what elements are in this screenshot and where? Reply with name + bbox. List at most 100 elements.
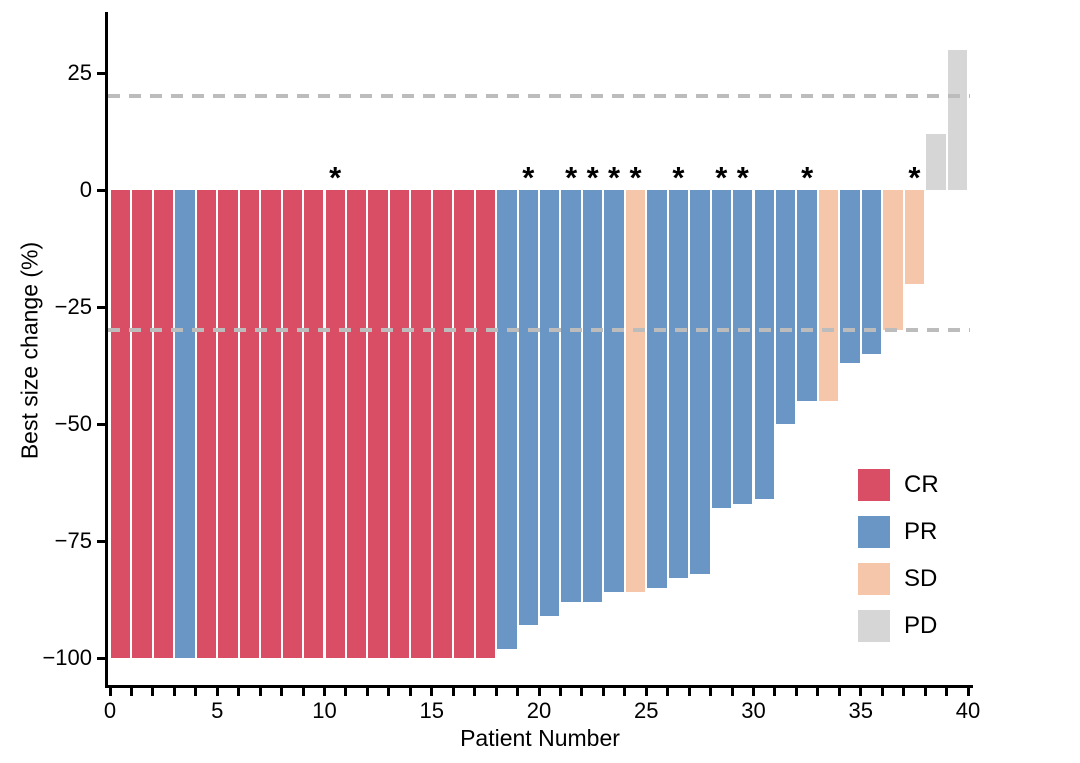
x-tick-label-25: 25 (634, 698, 659, 723)
y-tick-label-0: 0 (79, 177, 92, 202)
x-tick-2 (151, 688, 155, 696)
bar-patient-32 (775, 190, 796, 424)
bar-patient-5 (196, 190, 217, 658)
x-tick-40 (966, 688, 970, 696)
bar-patient-23 (582, 190, 603, 602)
reference-line-minus30 (108, 328, 970, 333)
x-tick-13 (387, 688, 391, 696)
asterisk-patient-24: * (608, 160, 621, 195)
bar-patient-40 (947, 49, 967, 190)
x-tick-34 (837, 688, 841, 696)
legend-label-PR: PR (904, 518, 938, 545)
bar-patient-7 (239, 190, 260, 658)
x-tick-9 (301, 688, 305, 696)
x-tick-26 (666, 688, 670, 696)
x-tick-16 (451, 688, 455, 696)
x-tick-label-0: 0 (103, 698, 117, 723)
x-tick-27 (687, 688, 691, 696)
bar-patient-31 (754, 190, 774, 499)
bar-patient-19 (497, 190, 517, 649)
bar-patient-18 (475, 190, 496, 658)
x-tick-6 (237, 688, 241, 696)
bar-patient-36 (861, 190, 882, 354)
x-tick-24 (623, 688, 627, 696)
bar-patient-39 (926, 133, 946, 190)
bar-patient-14 (389, 190, 410, 658)
bar-patient-27 (668, 190, 689, 579)
bar-patient-13 (368, 190, 388, 658)
bar-patient-3 (153, 190, 174, 658)
x-tick-7 (258, 688, 262, 696)
y-tick-label--25: −25 (54, 294, 92, 319)
x-tick-18 (494, 688, 498, 696)
bar-patient-1 (111, 190, 131, 658)
x-tick-4 (194, 688, 198, 696)
bar-patient-15 (411, 190, 431, 658)
bar-patient-34 (818, 190, 839, 401)
x-axis-line (105, 685, 973, 688)
x-tick-19 (516, 688, 520, 696)
bar-patient-22 (561, 190, 581, 602)
asterisk-patient-23: * (586, 160, 599, 195)
x-tick-20 (537, 688, 541, 696)
y-tick--100 (97, 656, 105, 660)
x-tick-0 (108, 688, 112, 696)
bar-patient-33 (797, 190, 817, 401)
legend-swatch-PD (858, 610, 890, 642)
x-tick-label-20: 20 (526, 698, 552, 723)
x-tick-label-15: 15 (419, 698, 444, 723)
bar-patient-24 (604, 190, 624, 593)
y-tick-label--100: −100 (42, 645, 92, 670)
x-tick-36 (880, 688, 884, 696)
y-tick--50 (97, 422, 105, 426)
reference-line-plus20 (108, 94, 970, 99)
x-tick-label-40: 40 (955, 698, 981, 723)
y-tick--25 (97, 305, 105, 309)
y-tick-25 (97, 71, 105, 75)
asterisk-patient-30: * (736, 160, 749, 195)
x-tick-14 (408, 688, 412, 696)
x-tick-label-35: 35 (848, 698, 873, 723)
x-tick-15 (430, 688, 434, 696)
y-tick-0 (97, 188, 105, 192)
bar-patient-12 (346, 190, 367, 658)
x-tick-11 (344, 688, 348, 696)
x-tick-12 (365, 688, 369, 696)
bar-patient-10 (304, 190, 324, 658)
bar-patient-6 (218, 190, 238, 658)
bar-patient-38 (904, 190, 925, 284)
x-tick-29 (730, 688, 734, 696)
x-tick-1 (129, 688, 133, 696)
x-tick-21 (558, 688, 562, 696)
legend-swatch-CR (858, 469, 890, 501)
x-tick-37 (902, 688, 906, 696)
bar-patient-37 (883, 190, 903, 331)
y-axis-line (105, 12, 108, 688)
legend-swatch-SD (858, 563, 890, 595)
bar-patient-28 (690, 190, 710, 574)
asterisk-patient-33: * (801, 160, 814, 195)
bar-patient-35 (840, 190, 860, 364)
bar-patient-4 (175, 190, 195, 658)
x-tick-5 (215, 688, 219, 696)
asterisk-patient-20: * (522, 160, 535, 195)
bar-patient-26 (647, 190, 667, 588)
bar-patient-25 (625, 190, 646, 593)
legend-label-SD: SD (904, 565, 938, 592)
x-tick-label-5: 5 (211, 698, 224, 723)
x-tick-35 (859, 688, 863, 696)
asterisk-patient-29: * (715, 160, 728, 195)
x-tick-28 (709, 688, 713, 696)
x-tick-30 (752, 688, 755, 696)
x-tick-17 (473, 688, 477, 696)
x-tick-3 (172, 688, 176, 696)
bar-patient-8 (261, 190, 281, 658)
x-tick-25 (644, 688, 648, 696)
x-tick-38 (923, 688, 927, 696)
x-axis-title: Patient Number (460, 725, 620, 751)
legend-label-CR: CR (904, 471, 939, 498)
asterisk-patient-27: * (672, 160, 685, 195)
legend-label-PD: PD (904, 612, 938, 639)
x-tick-33 (816, 688, 820, 696)
bar-patient-21 (540, 190, 560, 616)
